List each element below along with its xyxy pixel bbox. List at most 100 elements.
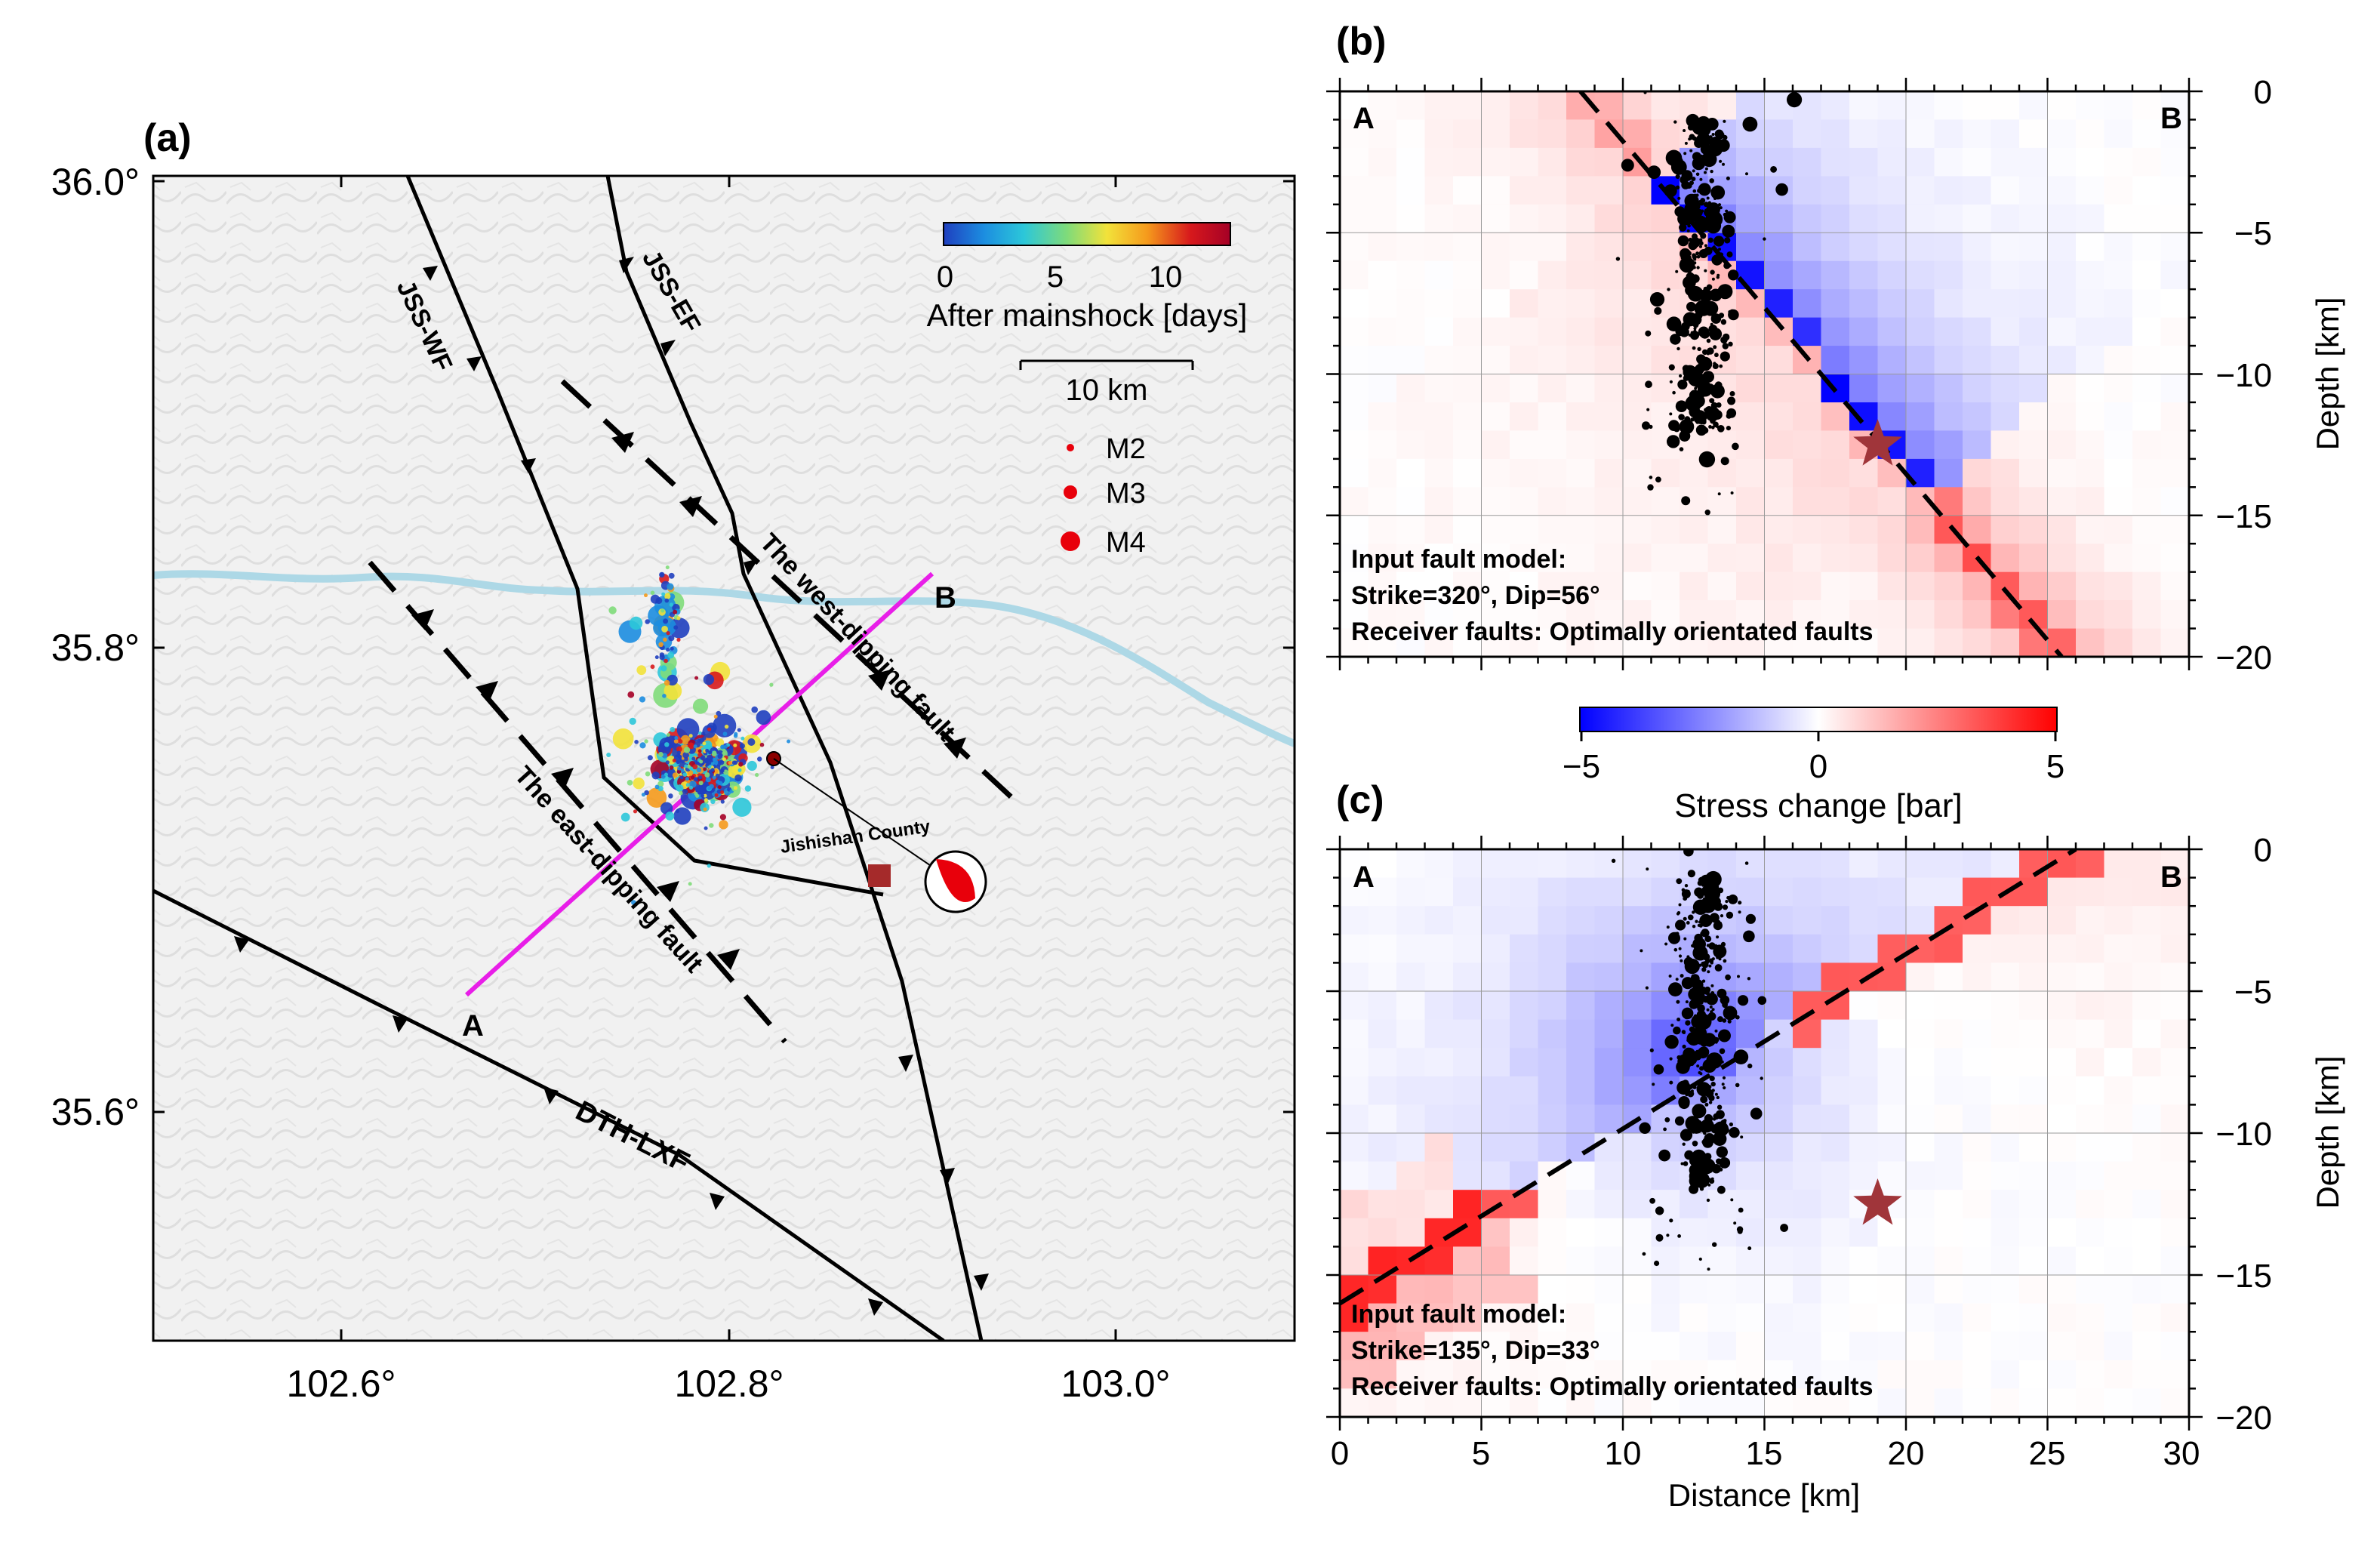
stress-cell bbox=[2104, 1388, 2133, 1417]
panel-c-xtick-20: 20 bbox=[1888, 1435, 1925, 1472]
aftershock bbox=[720, 744, 725, 750]
stress-cell bbox=[1453, 119, 1482, 149]
stress-cell bbox=[1623, 1388, 1652, 1417]
hypocenter bbox=[1699, 201, 1704, 206]
stress-cell bbox=[1481, 1275, 1510, 1304]
stress-cell bbox=[2019, 204, 2049, 233]
stress-cell bbox=[1481, 849, 1510, 879]
stress-cell bbox=[2047, 402, 2077, 432]
hypocenter bbox=[1696, 277, 1700, 280]
stress-cell bbox=[1991, 1332, 2020, 1361]
stress-cell bbox=[1424, 1104, 1454, 1134]
panel-b-ytick-15: −15 bbox=[2215, 498, 2272, 535]
hypocenter bbox=[1688, 119, 1692, 123]
stress-cell bbox=[2076, 1104, 2105, 1134]
hypocenter bbox=[1709, 901, 1713, 905]
hypocenter bbox=[1678, 954, 1683, 958]
hypocenter bbox=[1685, 1020, 1691, 1026]
mainshock-star-c bbox=[1853, 1178, 1902, 1225]
stress-cell bbox=[1623, 1190, 1652, 1219]
stress-cell bbox=[1566, 1190, 1596, 1219]
stress-cell bbox=[1764, 628, 1793, 657]
stress-cell bbox=[1793, 1019, 1822, 1049]
stress-cell bbox=[2047, 119, 2077, 149]
hypocenter bbox=[1692, 189, 1697, 193]
stress-cell bbox=[1566, 906, 1596, 935]
hypocenter bbox=[1710, 984, 1714, 987]
hypocenter bbox=[1704, 171, 1707, 174]
hypocenter bbox=[1684, 141, 1688, 145]
stress-cell bbox=[1651, 260, 1680, 290]
hypocenter bbox=[1654, 306, 1662, 315]
stress-cell bbox=[2160, 260, 2189, 290]
hypocenter bbox=[1711, 133, 1715, 136]
stress-cell bbox=[1849, 571, 1879, 601]
stress-cell bbox=[2132, 1190, 2162, 1219]
hypocenter bbox=[1716, 139, 1730, 152]
stress-cell bbox=[1793, 233, 1822, 262]
hypocenter bbox=[1738, 910, 1741, 914]
stress-cell bbox=[1821, 962, 1850, 992]
hypocenter bbox=[1679, 223, 1687, 232]
stress-cell bbox=[2132, 374, 2162, 403]
stress-cell bbox=[1906, 1019, 1935, 1049]
stress-cell bbox=[1538, 1019, 1567, 1049]
hypocenter bbox=[1716, 212, 1720, 216]
stress-cell bbox=[1368, 1133, 1397, 1163]
hypocenter bbox=[1729, 1127, 1740, 1138]
stress-cell bbox=[1991, 402, 2020, 432]
hypocenter bbox=[1639, 1122, 1651, 1135]
stress-cell bbox=[2047, 289, 2077, 319]
stress-cell bbox=[2047, 1218, 2077, 1247]
stress-cell bbox=[1793, 317, 1822, 346]
aftershock bbox=[732, 797, 752, 817]
stress-cell bbox=[2160, 289, 2189, 319]
hypocenter bbox=[1697, 346, 1701, 352]
aftershock bbox=[667, 583, 674, 590]
stress-cell bbox=[1906, 1388, 1935, 1417]
aftershock bbox=[686, 764, 691, 769]
stress-cell bbox=[1566, 374, 1596, 403]
hypocenter bbox=[1689, 1026, 1695, 1033]
hypocenter bbox=[1680, 401, 1684, 405]
stress-cell bbox=[1594, 1218, 1624, 1247]
stress-cell bbox=[1849, 962, 1879, 992]
hypocenter bbox=[1687, 285, 1704, 302]
stress-cell bbox=[1538, 1076, 1567, 1105]
stress-cell bbox=[1764, 1360, 1793, 1389]
stress-cell bbox=[1594, 906, 1624, 935]
stress-cell bbox=[2132, 628, 2162, 657]
hypocenter bbox=[1692, 194, 1697, 200]
aftershock bbox=[647, 755, 653, 761]
stress-cell bbox=[1340, 346, 1369, 375]
stress-cell bbox=[1368, 1190, 1397, 1219]
aftershock bbox=[664, 593, 671, 599]
stress-cell bbox=[1821, 515, 1850, 544]
stress-cell bbox=[2076, 1048, 2105, 1077]
aftershock bbox=[712, 775, 716, 780]
hypocenter bbox=[1690, 994, 1694, 998]
stress-cell bbox=[1934, 877, 1963, 907]
aftershock bbox=[701, 731, 706, 736]
stress-cell bbox=[1793, 204, 1822, 233]
stress-cell bbox=[1623, 260, 1652, 290]
hypocenter bbox=[1705, 921, 1709, 925]
legend-m4-symbol bbox=[1061, 531, 1080, 551]
hypocenter bbox=[1720, 1060, 1724, 1064]
stress-cell bbox=[1623, 430, 1652, 460]
county-marker bbox=[868, 864, 891, 887]
stress-cell bbox=[1424, 1275, 1454, 1304]
stress-cell bbox=[1934, 1360, 1963, 1389]
stress-cell bbox=[2047, 962, 2077, 992]
stress-cell bbox=[1934, 402, 1963, 432]
stress-cell bbox=[1707, 1332, 1737, 1361]
aftershock bbox=[666, 648, 670, 652]
hypocenter bbox=[1692, 152, 1701, 162]
hypocenter bbox=[1710, 313, 1722, 324]
stress-cell bbox=[1510, 600, 1539, 630]
stress-cell bbox=[1764, 1332, 1793, 1361]
stress-cell bbox=[2104, 934, 2133, 963]
stress-cell bbox=[1764, 991, 1793, 1021]
hypocenter bbox=[1693, 329, 1697, 333]
aftershock bbox=[679, 791, 683, 796]
